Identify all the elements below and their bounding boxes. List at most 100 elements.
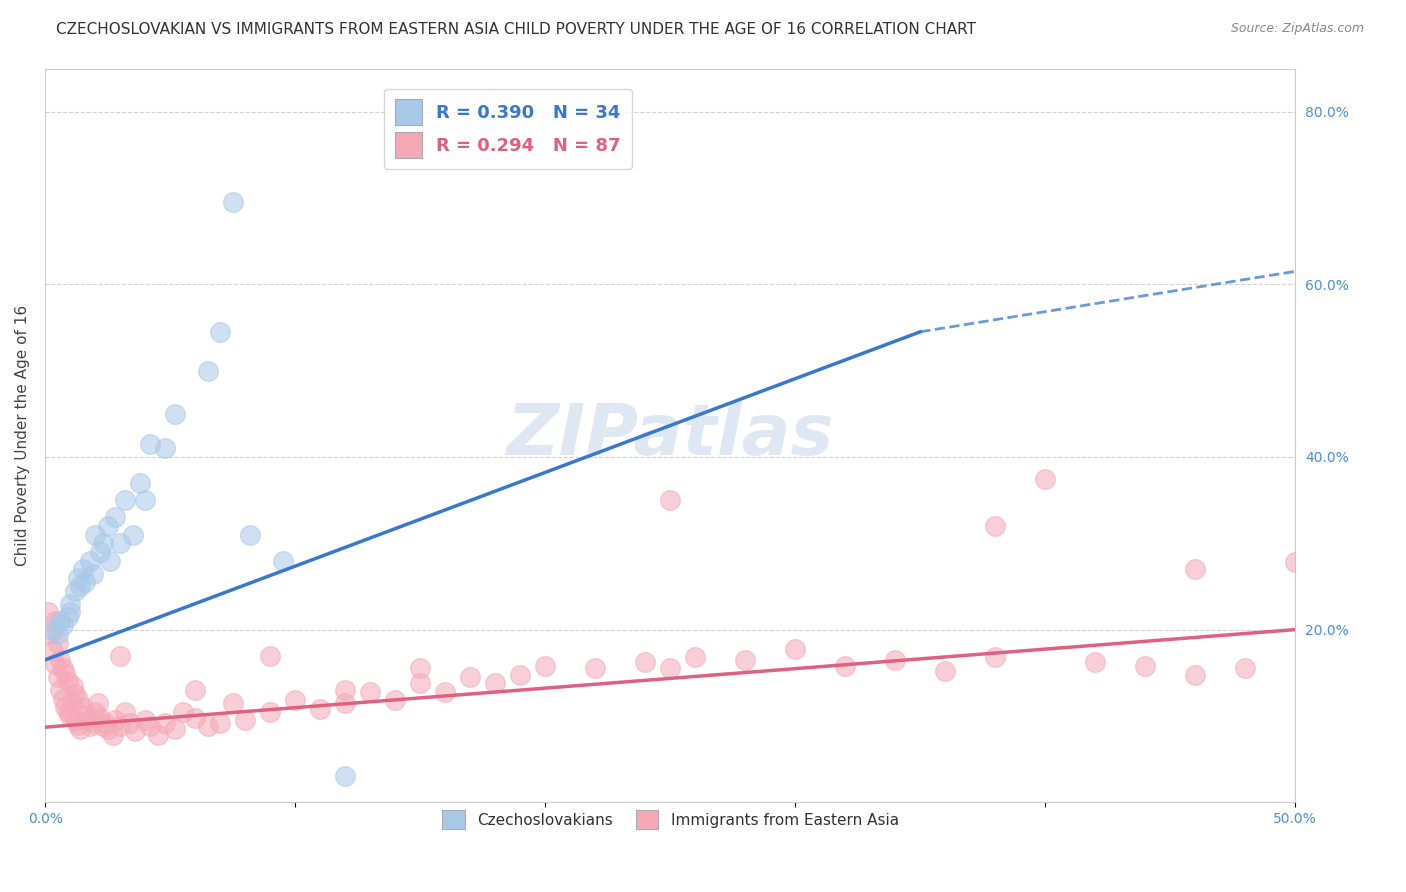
Point xyxy=(72,562,94,576)
Point xyxy=(84,527,107,541)
Point xyxy=(121,527,143,541)
Point xyxy=(155,715,177,730)
Point xyxy=(120,715,142,730)
Text: ZIPatlas: ZIPatlas xyxy=(506,401,834,470)
Point xyxy=(785,641,807,656)
Point xyxy=(134,713,156,727)
Point xyxy=(66,717,89,731)
Point xyxy=(79,719,101,733)
Point xyxy=(89,711,111,725)
Point xyxy=(52,618,75,632)
Point xyxy=(91,536,114,550)
Point xyxy=(52,661,75,675)
Point xyxy=(209,715,232,730)
Point xyxy=(146,728,169,742)
Point xyxy=(49,653,72,667)
Point xyxy=(197,719,219,733)
Point xyxy=(1084,656,1107,670)
Point xyxy=(65,687,87,701)
Point xyxy=(114,493,136,508)
Point xyxy=(184,711,207,725)
Point xyxy=(42,644,65,658)
Point xyxy=(271,553,294,567)
Point xyxy=(37,605,59,619)
Point xyxy=(659,661,682,675)
Point xyxy=(53,700,76,714)
Point xyxy=(69,722,91,736)
Point xyxy=(309,702,332,716)
Point xyxy=(110,648,132,663)
Point xyxy=(62,696,84,710)
Point xyxy=(634,656,657,670)
Point xyxy=(65,713,87,727)
Point xyxy=(75,575,97,590)
Legend: Czechoslovakians, Immigrants from Eastern Asia: Czechoslovakians, Immigrants from Easter… xyxy=(436,804,905,835)
Point xyxy=(134,493,156,508)
Point xyxy=(409,661,432,675)
Point xyxy=(84,705,107,719)
Point xyxy=(97,519,120,533)
Point xyxy=(89,545,111,559)
Point xyxy=(165,722,187,736)
Point xyxy=(46,670,69,684)
Point xyxy=(335,683,357,698)
Point xyxy=(1234,661,1257,675)
Point xyxy=(53,665,76,680)
Point xyxy=(359,685,381,699)
Text: Source: ZipAtlas.com: Source: ZipAtlas.com xyxy=(1230,22,1364,36)
Point xyxy=(384,693,406,707)
Point xyxy=(62,679,84,693)
Point xyxy=(124,724,146,739)
Point xyxy=(197,364,219,378)
Point xyxy=(79,553,101,567)
Point xyxy=(56,705,79,719)
Point xyxy=(284,693,307,707)
Point xyxy=(52,691,75,706)
Point xyxy=(222,696,245,710)
Point xyxy=(172,705,194,719)
Point xyxy=(49,683,72,698)
Point xyxy=(335,769,357,783)
Point xyxy=(659,493,682,508)
Point xyxy=(65,583,87,598)
Point xyxy=(110,719,132,733)
Point xyxy=(683,650,706,665)
Point xyxy=(139,437,162,451)
Point xyxy=(44,657,66,672)
Point xyxy=(59,709,82,723)
Point xyxy=(734,653,756,667)
Point xyxy=(984,519,1007,533)
Point xyxy=(49,614,72,628)
Point xyxy=(114,705,136,719)
Point xyxy=(56,674,79,689)
Point xyxy=(1284,555,1306,569)
Point xyxy=(884,653,907,667)
Point xyxy=(583,661,606,675)
Point xyxy=(91,719,114,733)
Point xyxy=(76,713,98,727)
Y-axis label: Child Poverty Under the Age of 16: Child Poverty Under the Age of 16 xyxy=(15,305,30,566)
Point xyxy=(409,676,432,690)
Point xyxy=(101,728,124,742)
Point xyxy=(534,658,557,673)
Point xyxy=(46,635,69,649)
Point xyxy=(233,713,256,727)
Point xyxy=(259,705,281,719)
Point xyxy=(165,407,187,421)
Point xyxy=(335,696,357,710)
Point xyxy=(66,691,89,706)
Point xyxy=(82,715,104,730)
Point xyxy=(222,195,245,210)
Point xyxy=(434,685,457,699)
Point xyxy=(484,676,506,690)
Point xyxy=(98,553,121,567)
Point xyxy=(209,325,232,339)
Point xyxy=(97,722,120,736)
Point xyxy=(984,650,1007,665)
Point xyxy=(458,670,481,684)
Point xyxy=(139,719,162,733)
Text: CZECHOSLOVAKIAN VS IMMIGRANTS FROM EASTERN ASIA CHILD POVERTY UNDER THE AGE OF 1: CZECHOSLOVAKIAN VS IMMIGRANTS FROM EASTE… xyxy=(56,22,976,37)
Point xyxy=(42,623,65,637)
Point xyxy=(59,605,82,619)
Point xyxy=(94,715,117,730)
